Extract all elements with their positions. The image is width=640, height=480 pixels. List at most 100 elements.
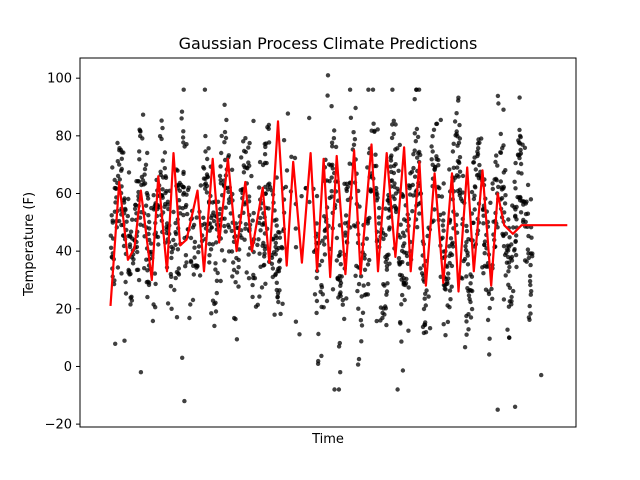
observation-point (181, 171, 186, 176)
observation-point (327, 195, 332, 201)
observation-point (222, 129, 228, 135)
observation-point (511, 288, 516, 294)
observation-point (510, 203, 515, 208)
observation-point (396, 168, 401, 173)
observation-point (145, 193, 150, 198)
observation-point (255, 302, 260, 307)
observation-point (432, 207, 437, 212)
observation-point (411, 165, 416, 171)
observation-point (241, 148, 247, 154)
observation-point (263, 184, 268, 190)
observation-point (359, 323, 365, 328)
observation-point (399, 339, 404, 344)
observation-point (445, 281, 450, 286)
observation-point (517, 95, 522, 100)
observation-point (250, 294, 255, 300)
observation-point (239, 235, 244, 240)
y-tick-label: −20 (45, 418, 72, 433)
observation-point (192, 245, 197, 250)
observation-point (261, 263, 266, 268)
observation-point (276, 299, 281, 305)
observation-point (480, 265, 485, 270)
observation-point (388, 158, 394, 163)
observation-point (208, 247, 214, 252)
observation-point (232, 315, 237, 321)
observation-point (392, 196, 397, 202)
observation-point (526, 233, 531, 239)
observation-point (132, 206, 138, 211)
observation-point (466, 293, 472, 298)
observation-point (236, 265, 241, 270)
observation-point (173, 242, 178, 247)
observation-point (514, 233, 519, 238)
axes: −20 0 20 40 60 80 100 (45, 57, 577, 433)
observation-point (388, 164, 393, 169)
observation-point (455, 165, 460, 170)
observation-point (505, 327, 510, 332)
observation-point (177, 188, 183, 193)
observation-point (398, 235, 403, 240)
observation-point (207, 241, 212, 247)
observation-point (297, 332, 302, 337)
observation-point (229, 249, 235, 254)
observation-point (413, 139, 418, 144)
observation-point (400, 244, 406, 249)
observation-point (392, 184, 397, 190)
observation-point (299, 194, 304, 199)
observation-point (455, 143, 460, 148)
observation-point (274, 235, 279, 241)
observation-point (218, 164, 223, 169)
observation-point (518, 147, 523, 153)
observation-point (138, 370, 144, 375)
observation-point (389, 135, 395, 141)
observation-point (516, 170, 521, 175)
observation-point (448, 236, 454, 241)
observation-point (143, 203, 149, 208)
observation-point (507, 235, 512, 240)
observation-point (176, 271, 181, 276)
observation-point (239, 155, 244, 160)
observation-point (160, 187, 165, 192)
observation-point (270, 266, 276, 271)
observation-point (319, 353, 324, 359)
observation-point (212, 323, 217, 329)
observation-point (406, 285, 411, 290)
observation-point (214, 278, 220, 283)
observation-point (408, 171, 413, 176)
observation-point (436, 157, 441, 163)
observation-point (134, 267, 140, 273)
observation-point (447, 260, 452, 266)
observation-point (464, 223, 469, 229)
observation-point (274, 223, 279, 228)
observation-point (374, 198, 379, 203)
observation-point (215, 270, 220, 276)
observation-point (336, 344, 342, 349)
observation-point (210, 242, 215, 247)
observation-point (509, 258, 515, 263)
observation-point (516, 138, 521, 143)
observation-point (315, 361, 321, 366)
observation-point (516, 195, 522, 200)
observation-point (338, 293, 343, 299)
observation-point (234, 225, 240, 231)
observation-point (457, 160, 462, 166)
observation-point (145, 268, 150, 273)
observation-point (277, 235, 283, 240)
observation-point (500, 146, 505, 151)
observation-point (495, 163, 500, 168)
observation-point (250, 218, 255, 223)
observation-point (448, 297, 453, 302)
observation-point (180, 355, 185, 360)
observation-point (338, 262, 343, 267)
observation-point (356, 306, 361, 311)
observation-point (366, 87, 371, 92)
observation-point (385, 281, 390, 286)
observation-point (430, 134, 435, 139)
observation-point (323, 235, 328, 240)
observation-point (489, 286, 494, 292)
observation-point (511, 225, 516, 230)
observation-point (362, 256, 367, 261)
observation-point (395, 387, 400, 392)
observation-point (470, 288, 475, 294)
observation-point (512, 247, 517, 252)
